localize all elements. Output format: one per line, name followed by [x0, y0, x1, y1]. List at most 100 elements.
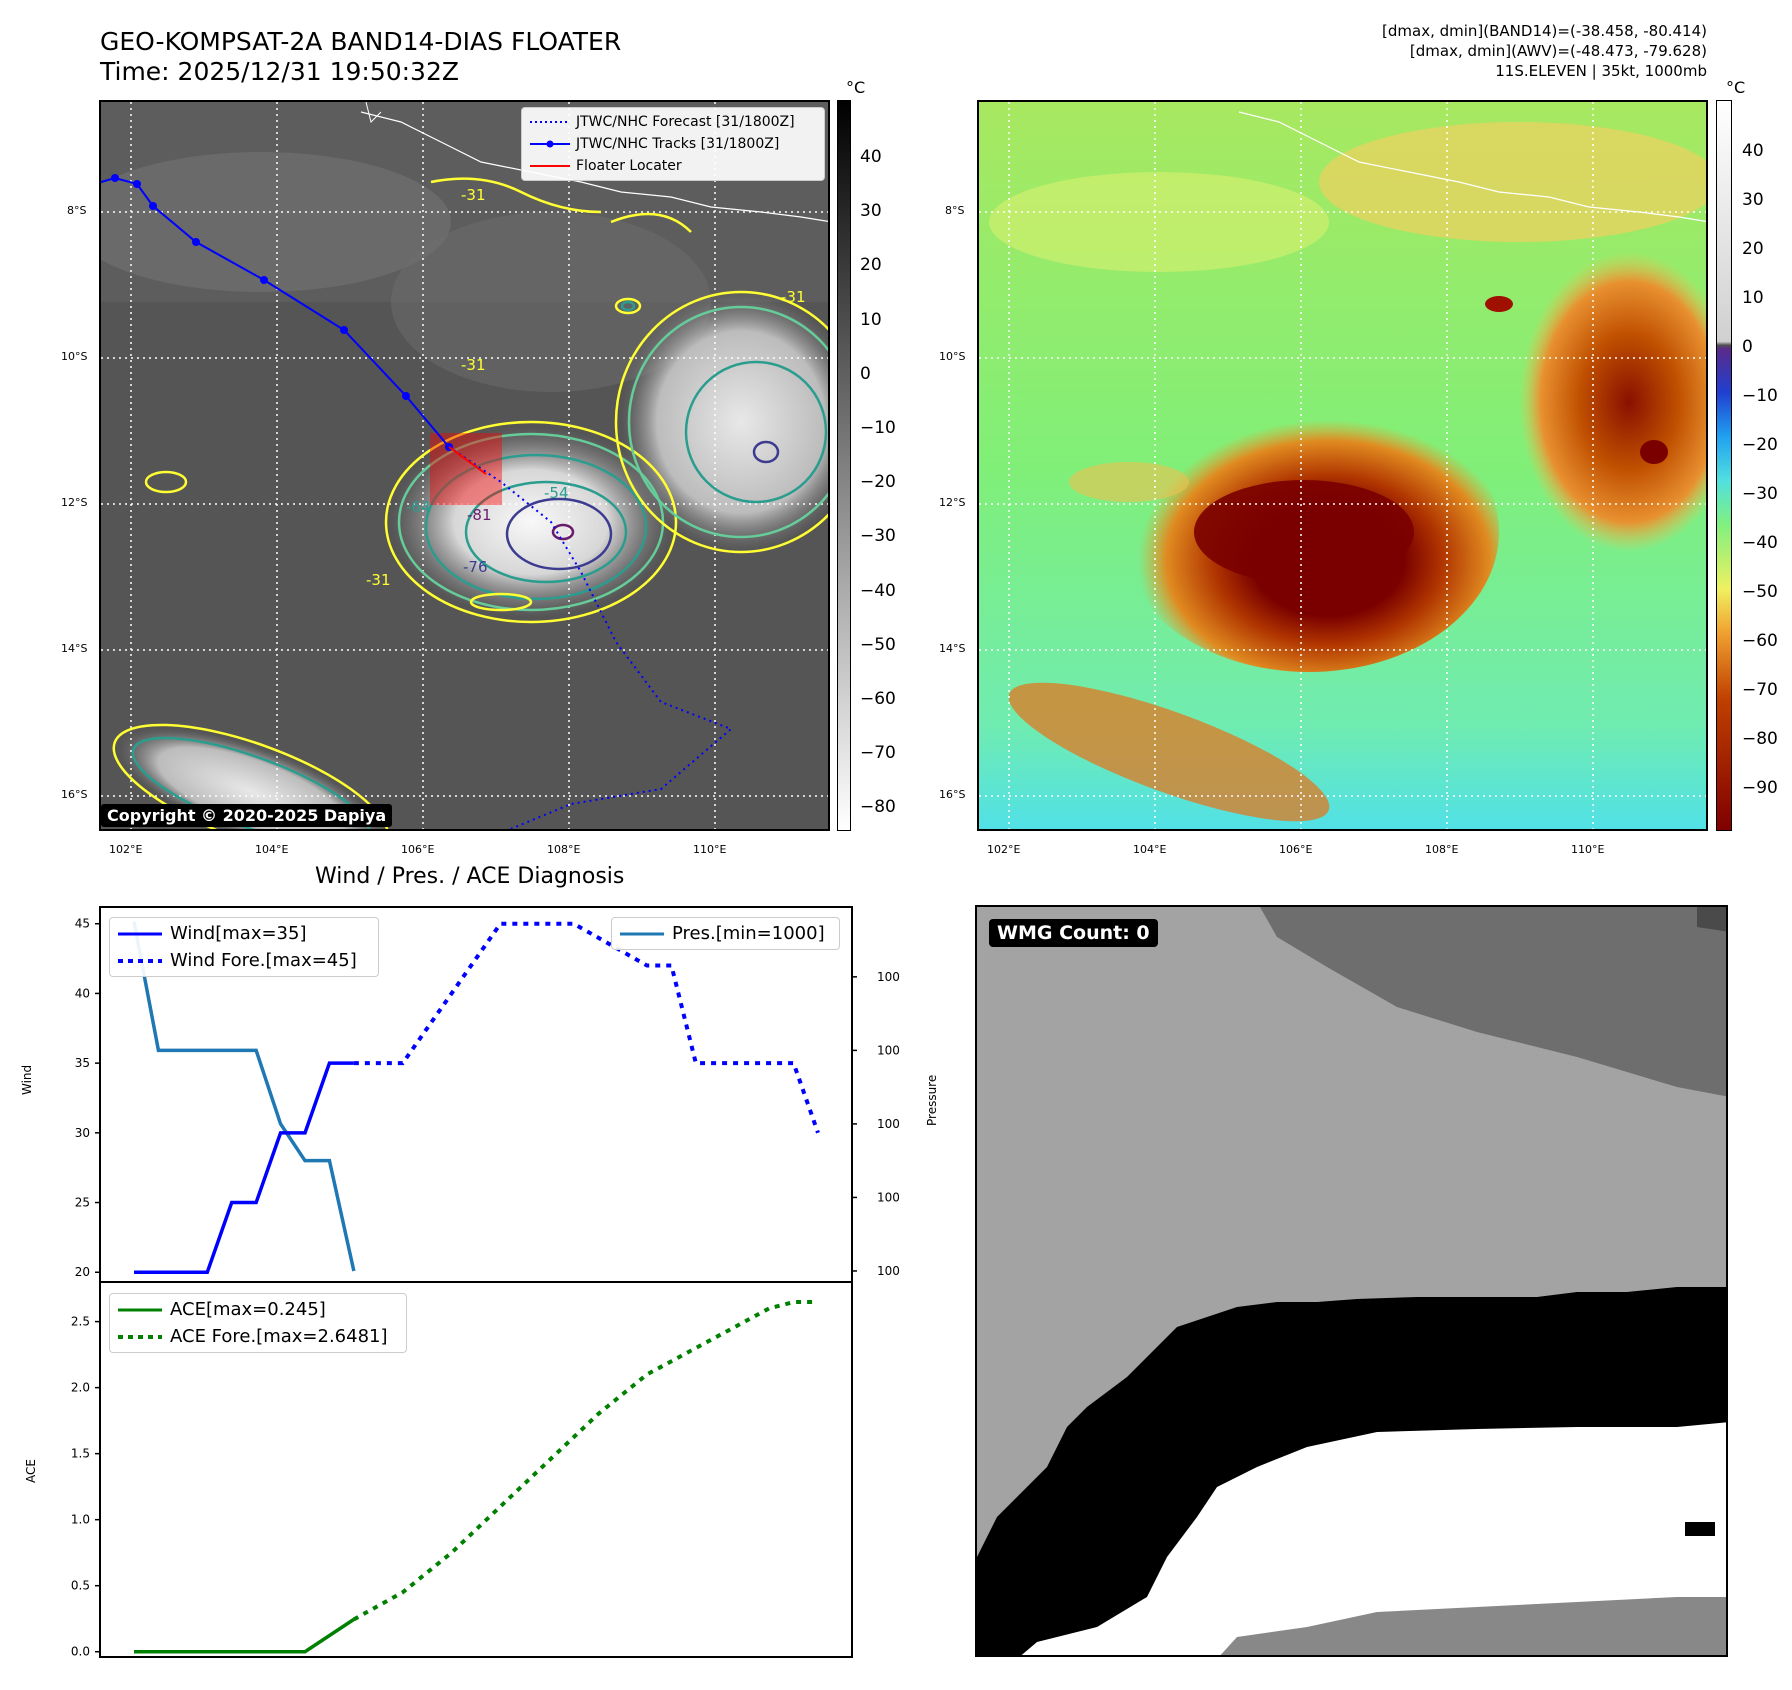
ir-color-map [977, 100, 1708, 831]
pressure-axis-label: Pressure [925, 1074, 939, 1126]
y-tick-label: 2.5 [71, 1315, 90, 1329]
colorbar-gray-tick-label: −70 [860, 743, 896, 764]
chart-title: GEO-KOMPSAT-2A BAND14-DIAS FLOATER [100, 27, 622, 56]
legend-item-forecast: JTWC/NHC Forecast [31/1800Z] [530, 114, 795, 130]
lat-label: 8°S [67, 204, 87, 217]
wind-forecast-line [353, 921, 820, 1134]
colorbar-color-tick-label: −90 [1742, 778, 1778, 798]
wmg-count-badge: WMG Count: 0 [989, 919, 1158, 947]
y-tick-label: 1.5 [71, 1447, 90, 1461]
y-tick-label: 40 [75, 986, 90, 1000]
lon-label: 104°E [1133, 843, 1167, 856]
colorbar-gray-tick-label: 20 [860, 255, 882, 276]
lat-label: 14°S [61, 642, 88, 655]
colorbar-color-tick-label: −80 [1742, 729, 1778, 749]
colorbar-color-tick-label: 40 [1742, 141, 1764, 161]
lon-label: 110°E [693, 843, 727, 856]
info-band14: [dmax, dmin](BAND14)=(-38.458, -80.414) [1382, 22, 1707, 40]
wmg-panel: WMG Count: 0 [975, 905, 1728, 1657]
y-tick-label: 1.0 [71, 1513, 90, 1527]
y-tick-label: 1006 [877, 1043, 900, 1057]
lat-label: 14°S [939, 642, 966, 655]
colorbar-gray-tick-label: −30 [860, 526, 896, 547]
colorbar-color-tick-label: −70 [1742, 680, 1778, 700]
contour-label: -31 [461, 186, 486, 204]
colorbar-color-tick-label: −60 [1742, 631, 1778, 651]
colorbar-gray-tick-label: −50 [860, 634, 896, 655]
lon-label: 102°E [987, 843, 1021, 856]
y-tick-label: 45 [75, 917, 90, 931]
y-tick-label: 25 [75, 1196, 90, 1210]
info-storm: 11S.ELEVEN | 35kt, 1000mb [1495, 62, 1707, 80]
ace-line [134, 1617, 355, 1654]
colorbar-color-tick-label: 20 [1742, 239, 1764, 259]
lower-axes-frame [99, 1281, 853, 1658]
colorbar-gray-tick-label: −20 [860, 472, 896, 493]
wind-legend: Wind[max=35] Wind Fore.[max=45] [109, 917, 379, 977]
lat-label: 12°S [939, 496, 966, 509]
map-legend: JTWC/NHC Forecast [31/1800Z] JTWC/NHC Tr… [521, 107, 825, 181]
diagnosis-title: Wind / Pres. / ACE Diagnosis [315, 864, 625, 889]
colorbar-unit: °C [846, 78, 866, 97]
jtwc-forecast-line [448, 446, 733, 829]
y-tick-label: 0.0 [71, 1645, 90, 1659]
lon-label: 110°E [1571, 843, 1605, 856]
ir-gray-map: -31 -31 -31 -31 -54 -64 -76 -81 JTWC/NHC… [99, 100, 830, 831]
lat-label: 16°S [939, 788, 966, 801]
colorbar-gray [837, 100, 851, 831]
colorbar-color-tick-label: 10 [1742, 288, 1764, 308]
y-tick-label: 20 [75, 1265, 90, 1279]
contour-label: -31 [781, 288, 806, 306]
lon-label: 106°E [1279, 843, 1313, 856]
colorbar-gray-tick-label: 30 [860, 201, 882, 222]
ace-legend: ACE[max=0.245] ACE Fore.[max=2.6481] [109, 1293, 407, 1353]
colorbar-color-tick-label: −20 [1742, 435, 1778, 455]
colorbar-gray-tick-label: 0 [860, 363, 871, 384]
y-tick-label: 1000 [877, 1264, 900, 1278]
colorbar-gray-tick-label: 40 [860, 147, 882, 167]
colorbar-color-tick-label: 0 [1742, 337, 1753, 357]
lat-label: 10°S [939, 350, 966, 363]
colorbar-gray-tick-label: −60 [860, 689, 896, 709]
y-tick-label: 1004 [877, 1117, 900, 1131]
pressure-line [132, 921, 356, 1272]
info-awv: [dmax, dmin](AWV)=(-48.473, -79.628) [1409, 42, 1707, 60]
colorbar-gray-tick-label: −40 [860, 580, 896, 601]
contour-label: -76 [463, 558, 488, 576]
colorbar-gray-tick-label: 10 [860, 309, 882, 330]
lon-label: 102°E [109, 843, 143, 856]
lat-label: 8°S [945, 204, 965, 217]
lon-label: 108°E [547, 843, 581, 856]
contour-label: -54 [544, 484, 569, 502]
ace-forecast-line [352, 1300, 818, 1622]
colorbar-color-tick-label: −30 [1742, 484, 1778, 504]
contour-label: -31 [366, 571, 391, 589]
contour-label: -64 [406, 498, 431, 516]
legend-item-floater: Floater Locater [530, 158, 682, 174]
colorbar-gray-tick-label: −80 [860, 797, 896, 818]
lat-label: 12°S [61, 496, 88, 509]
pressure-legend: Pres.[min=1000] [611, 917, 840, 950]
y-tick-label: 30 [75, 1126, 90, 1140]
colorbar-color-tick-label: −40 [1742, 533, 1778, 553]
lon-label: 104°E [255, 843, 289, 856]
copyright-label: Copyright © 2020-2025 Dapiya [101, 804, 393, 827]
y-tick-label: 2.0 [71, 1381, 90, 1395]
wind-axis-label: Wind [20, 1064, 34, 1095]
colorbar-color-tick-label: −10 [1742, 386, 1778, 406]
colorbar-color-tick-label: 30 [1742, 190, 1764, 210]
lon-label: 108°E [1425, 843, 1459, 856]
floater-locater-line [448, 446, 487, 475]
lat-label: 16°S [61, 788, 88, 801]
colorbar-color-tick-label: −50 [1742, 582, 1778, 602]
chart-time: Time: 2025/12/31 19:50:32Z [100, 57, 459, 86]
lon-label: 106°E [401, 843, 435, 856]
colorbar-unit: °C [1726, 78, 1746, 97]
y-tick-label: 1008 [877, 970, 900, 984]
contour-label: -31 [461, 356, 486, 374]
wind-line [134, 1061, 354, 1274]
y-tick-label: 35 [75, 1056, 90, 1070]
contour-label: -81 [467, 506, 492, 524]
